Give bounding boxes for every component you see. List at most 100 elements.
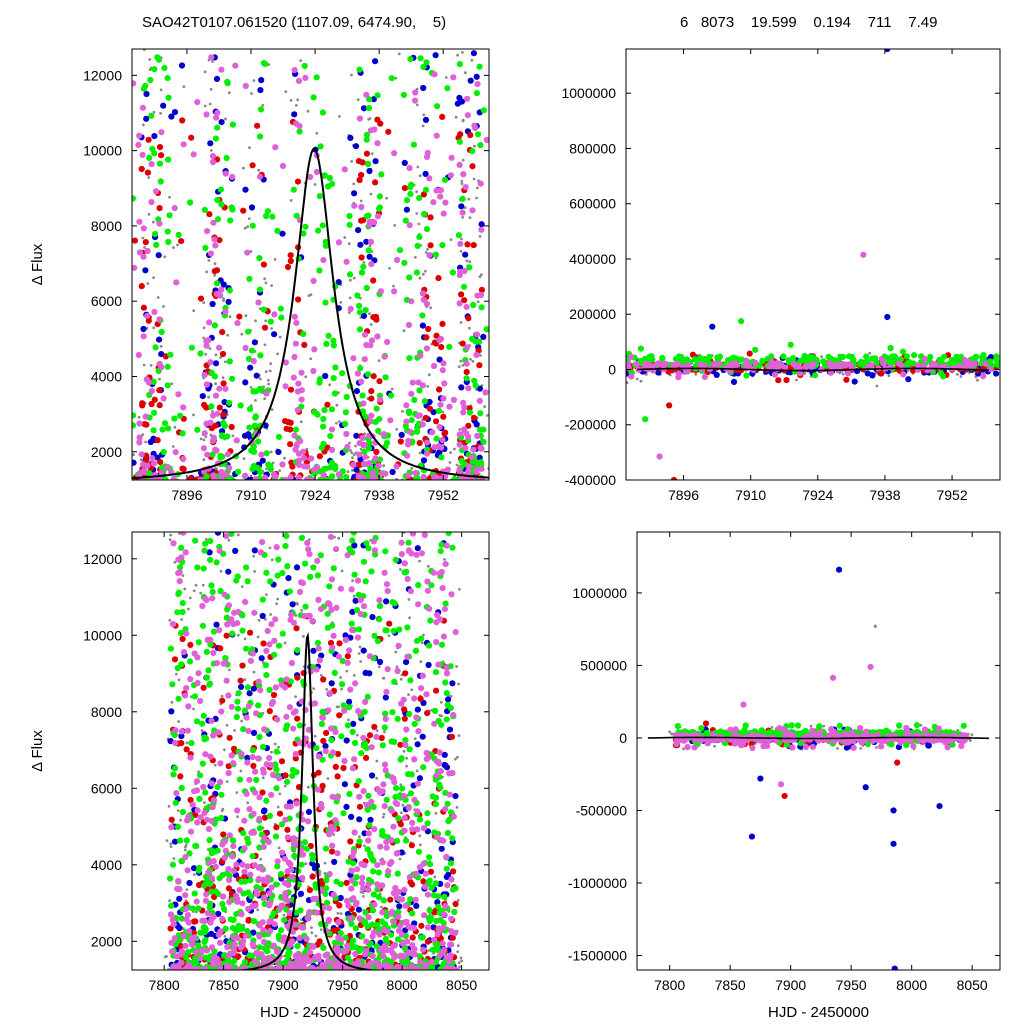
- panel-bottom-left: 7800 7850 7900 7950 8000 80502000400060008000…: [29, 531, 490, 1021]
- data-point: [219, 872, 226, 879]
- data-point: [171, 205, 178, 212]
- data-point: [458, 98, 465, 105]
- data-point: [478, 221, 485, 228]
- data-point: [151, 308, 158, 316]
- data-point: [344, 443, 351, 451]
- outlier-point: [709, 323, 716, 330]
- data-point: [296, 602, 299, 606]
- data-point: [142, 267, 149, 274]
- data-point: [284, 778, 291, 786]
- data-point: [244, 759, 251, 766]
- data-point: [395, 665, 399, 669]
- data-point: [246, 424, 253, 431]
- data-point: [328, 737, 335, 744]
- data-point: [453, 757, 457, 761]
- data-point: [213, 273, 217, 277]
- data-point: [743, 372, 750, 379]
- data-point: [166, 212, 173, 219]
- data-point: [235, 926, 243, 933]
- data-point: [266, 686, 273, 694]
- data-point: [292, 750, 299, 758]
- data-point: [436, 386, 443, 393]
- data-point: [428, 884, 435, 891]
- data-point: [323, 899, 331, 906]
- data-point: [273, 881, 280, 888]
- data-point: [338, 115, 341, 118]
- y-tick-label: -400000: [565, 472, 617, 488]
- data-point: [356, 115, 363, 122]
- data-point: [362, 413, 369, 420]
- data-point: [164, 382, 171, 389]
- x-tick-label: 7924: [802, 487, 833, 503]
- data-point: [476, 300, 480, 304]
- data-point: [415, 103, 419, 107]
- data-point: [406, 355, 413, 362]
- data-point: [766, 364, 773, 371]
- data-point: [265, 461, 272, 468]
- data-point: [320, 415, 327, 423]
- data-point: [340, 702, 347, 709]
- data-point: [345, 704, 353, 711]
- data-point: [259, 743, 267, 751]
- data-point: [242, 457, 246, 460]
- data-point: [463, 303, 470, 310]
- data-point: [228, 204, 235, 211]
- data-point: [211, 410, 214, 413]
- data-point: [941, 353, 948, 360]
- data-point: [442, 903, 449, 910]
- data-point: [264, 319, 268, 323]
- data-point: [344, 653, 351, 660]
- y-tick-label: 400000: [569, 251, 616, 267]
- data-point: [293, 212, 300, 219]
- data-point: [982, 360, 989, 367]
- data-point: [346, 698, 353, 705]
- data-point: [435, 407, 443, 414]
- data-point: [711, 362, 718, 369]
- data-point: [214, 109, 221, 116]
- data-point: [407, 598, 411, 601]
- data-point: [448, 733, 456, 740]
- data-point: [369, 772, 376, 779]
- data-point: [370, 152, 374, 156]
- data-point: [394, 837, 401, 845]
- data-point: [282, 959, 289, 966]
- data-point: [168, 538, 172, 542]
- data-point: [278, 677, 285, 684]
- data-point: [994, 361, 1000, 368]
- data-point: [292, 340, 299, 347]
- data-point: [181, 574, 185, 577]
- data-point: [412, 469, 419, 477]
- data-point: [359, 434, 366, 441]
- data-point: [335, 239, 342, 246]
- data-point: [691, 356, 699, 363]
- data-point: [223, 935, 227, 938]
- data-point: [376, 193, 383, 200]
- data-point: [415, 212, 419, 215]
- data-point: [414, 545, 421, 552]
- data-point: [809, 361, 816, 368]
- data-point: [208, 102, 212, 106]
- data-point: [248, 204, 256, 211]
- data-point: [359, 408, 367, 415]
- data-point: [165, 839, 169, 842]
- data-point: [434, 946, 441, 953]
- data-point: [158, 351, 165, 358]
- data-point: [423, 226, 431, 233]
- data-point: [151, 230, 159, 238]
- data-point: [188, 344, 195, 351]
- data-point: [217, 587, 224, 595]
- data-point: [135, 351, 142, 359]
- data-point: [267, 954, 274, 962]
- data-point: [639, 379, 643, 383]
- data-point: [374, 92, 381, 99]
- data-point: [255, 702, 262, 709]
- data-point: [266, 708, 273, 715]
- data-point: [379, 905, 383, 909]
- data-point: [444, 701, 451, 709]
- x-tick-label: 7924: [299, 487, 330, 503]
- data-point: [238, 911, 245, 918]
- data-point: [209, 451, 216, 458]
- data-point: [219, 329, 226, 336]
- data-point: [147, 76, 154, 84]
- data-point: [771, 371, 779, 378]
